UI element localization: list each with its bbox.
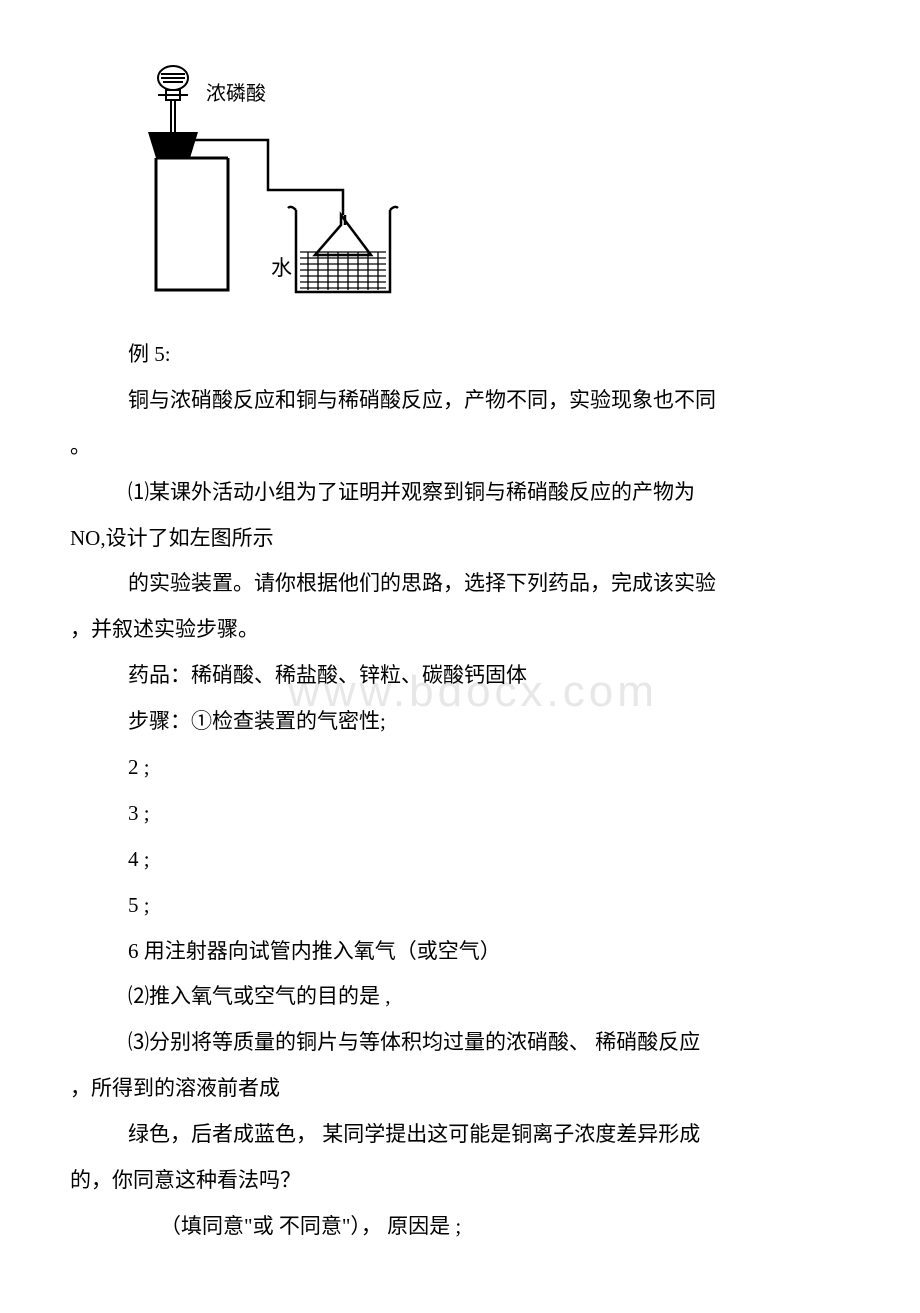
step-4: 4 ; [128,840,850,880]
q1-line-2b: ，并叙述实验步骤。 [70,610,850,650]
step-6: 6 用注射器向试管内推入氧气（或空气） [128,932,850,972]
q3-line-3: （填同意"或 不同意"）， 原因是 ; [160,1207,850,1247]
intro-line-1b: 。 [70,427,850,467]
step-5: 5 ; [128,886,850,926]
step-3: 3 ; [128,794,850,834]
q1-line-2: 的实验装置。请你根据他们的思路，选择下列药品，完成该实验 [128,564,850,604]
q3-line-2: 绿色，后者成蓝色， 某同学提出这可能是铜离子浓度差异形成 [128,1115,850,1155]
step-2: 2 ; [128,748,850,788]
q2-line: ⑵推入氧气或空气的目的是 , [128,977,850,1017]
apparatus-svg: 浓磷酸 [128,60,408,310]
q1-line-1: ⑴某课外活动小组为了证明并观察到铜与稀硝酸反应的产物为 [128,473,850,513]
apparatus-diagram: 浓磷酸 [128,60,850,315]
q3-line-1b: ，所得到的溶液前者成 [70,1069,850,1109]
q1-line-1b: NO,设计了如左图所示 [70,519,850,559]
label-water: 水 [271,256,292,280]
example-heading: 例 5: [128,335,850,375]
document-page: 浓磷酸 [0,0,920,1313]
q3-line-2b: 的，你同意这种看法吗？ [70,1161,850,1201]
intro-line-1: 铜与浓硝酸反应和铜与稀硝酸反应，产物不同，实验现象也不同 [128,381,850,421]
reagents-line: www.bdocx.com 药品：稀硝酸、稀盐酸、锌粒、碳酸钙固体 [128,656,850,696]
label-acid: 浓磷酸 [206,82,266,105]
q3-line-1: ⑶分别将等质量的铜片与等体积均过量的浓硝酸、 稀硝酸反应 [128,1023,850,1063]
steps-heading: 步骤：①检查装置的气密性; [128,702,850,742]
reagents-text: 药品：稀硝酸、稀盐酸、锌粒、碳酸钙固体 [128,663,527,687]
